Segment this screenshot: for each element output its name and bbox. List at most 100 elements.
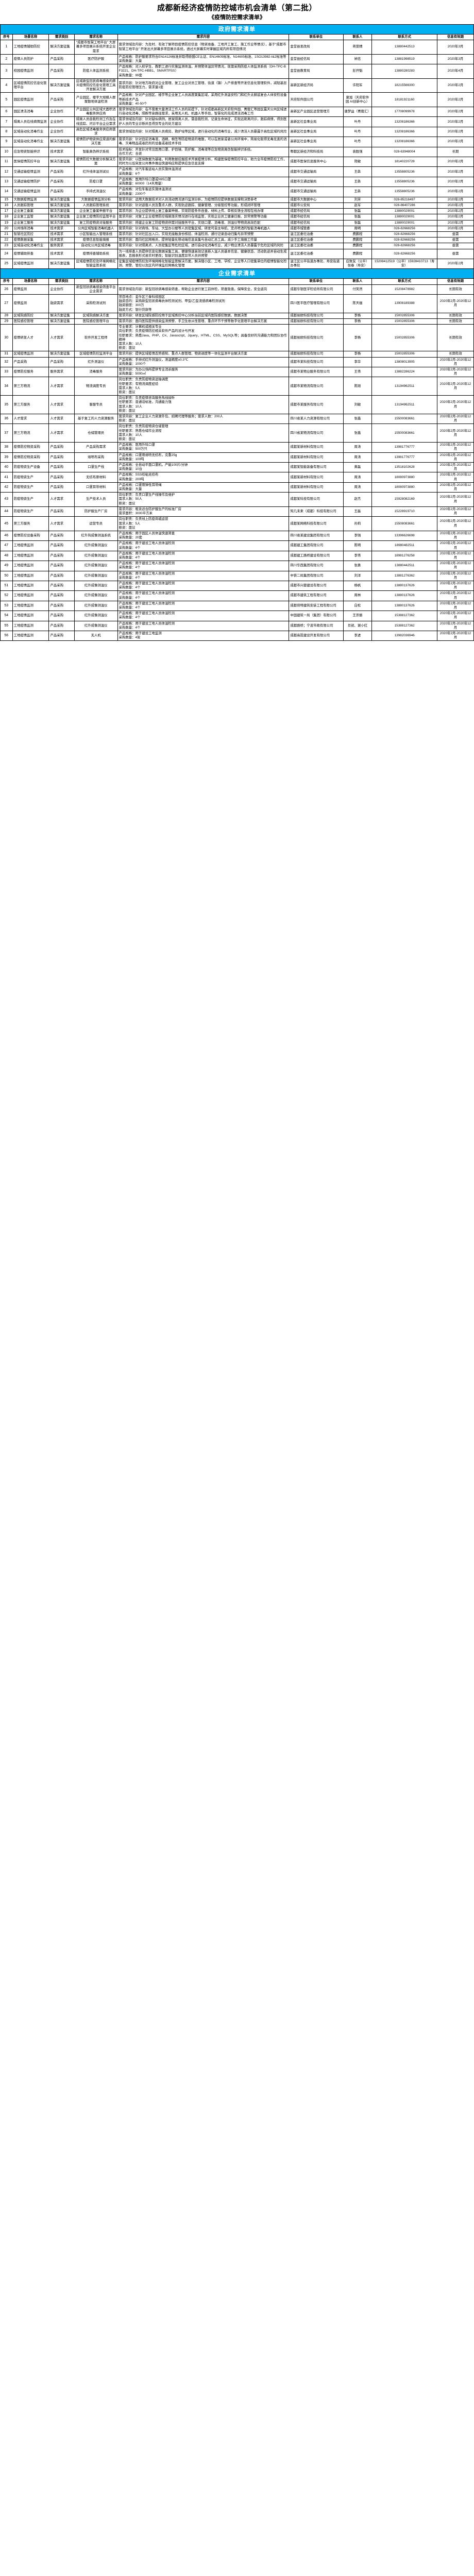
cell-phone[interactable]: 18140220728: [371, 157, 437, 167]
cell-name: 消毒服务: [74, 366, 118, 378]
cell-no: 14: [0, 187, 13, 197]
cell-valid: 2020年3月: [437, 40, 474, 55]
cell-phone[interactable]: 13981776777: [371, 442, 437, 453]
cell-phone[interactable]: 18080973880: [371, 482, 437, 493]
cell-valid: 长期有效: [437, 284, 474, 295]
table-row: 13 交通运输疫情防护 产品采购 防疫口罩 产品规格：医用外科口罩或N95口罩 采购数量…: [0, 176, 474, 188]
cell-scene: 企业复工服务: [12, 219, 49, 226]
cell-scene: 第三方服务: [12, 516, 49, 531]
cell-org: 成都高投建设开发有限公司: [289, 630, 344, 641]
cell-phone[interactable]: 028-82668256: [371, 231, 437, 238]
cell-phone[interactable]: 13880442513: [371, 40, 437, 55]
cell-phone[interactable]: 15208478982: [371, 284, 437, 295]
cell-phone[interactable]: 028-85216497: [371, 196, 437, 203]
cell-phone[interactable]: 13908189388: [371, 294, 437, 313]
cell-phone[interactable]: 15228919710: [371, 506, 437, 517]
cell-scene: 区域疫情监测: [12, 351, 49, 358]
cell-phone[interactable]: 13208186366: [371, 126, 437, 138]
cell-phone[interactable]: 028-82668256: [371, 248, 437, 259]
cell-category: 技术需求: [48, 237, 75, 244]
cell-phone[interactable]: 13981776777: [371, 452, 437, 463]
cell-scene: 工地疫情监测: [12, 550, 49, 562]
cell-phone[interactable]: 15002855306: [371, 312, 437, 319]
cell-phone[interactable]: 15388127362: [371, 611, 437, 621]
cell-phone[interactable]: 18981276258: [371, 550, 437, 562]
cell-valid: 2020年2月-2020年12月: [437, 423, 474, 443]
cell-valid: 2020年2月: [437, 157, 474, 167]
cell-person: 王犇: [343, 166, 373, 177]
cell-content: 产品规格：用于建设工地人员体温检测 采购数量：4个: [117, 580, 290, 591]
cell-phone[interactable]: 18980482511: [371, 540, 437, 551]
cell-valid: 2020年2月-2020年12月: [437, 570, 474, 581]
cell-phone[interactable]: 15002855306: [371, 351, 437, 358]
cell-phone[interactable]: 13194962511: [371, 377, 437, 396]
cell-phone[interactable]: 18080973880: [371, 472, 437, 483]
cell-content: 需求内容：针对地方政府对企业管理、复工企业对员工管理、街道（镇）入户排查等开发信…: [117, 78, 290, 93]
table-row: 53 工地疫情监测 产品采购 红外成像测温仪 产品规格：用于建设工地人员体温检测 采购数…: [0, 600, 474, 612]
cell-phone[interactable]: 15508083661: [371, 516, 437, 531]
cell-phone[interactable]: 13558805236: [371, 187, 437, 197]
cell-category: 人才需求: [48, 324, 75, 352]
cell-name: 人员跟踪管理系统: [74, 202, 118, 209]
cell-phone[interactable]: 028-86407286: [371, 202, 437, 209]
cell-name: 熔喷布采购: [74, 452, 118, 463]
cell-name: 无人机: [74, 630, 118, 641]
cell-no: 44: [0, 506, 13, 517]
cell-phone[interactable]: 13882286224: [371, 366, 437, 378]
cell-phone[interactable]: 13208186366: [371, 116, 437, 127]
table-row: 33 疫情防控服务 服务需求 消毒服务 需求内容：为办公场所提供专业消杀服务 采购数量：…: [0, 366, 474, 378]
table-row: 56 工地疫情监测 产品采购 无人机 产品规格：用于建设工地监测 采购数量：4架 成都高投…: [0, 630, 474, 641]
cell-phone[interactable]: 13518102628: [371, 462, 437, 473]
cell-phone[interactable]: 15388127362: [371, 620, 437, 631]
cell-phone[interactable]: 18181921160: [371, 92, 437, 108]
cell-scene: 区域自动化消毒作业: [12, 126, 49, 138]
cell-no: 55: [0, 620, 13, 631]
cell-phone[interactable]: 18215566300: [371, 78, 437, 93]
cell-phone[interactable]: 15500083661: [371, 414, 437, 425]
cell-phone[interactable]: 028-82668256: [371, 237, 437, 244]
cell-phone[interactable]: 13880029001: [371, 208, 437, 215]
cell-phone[interactable]: 028-63948004: [371, 146, 437, 158]
cell-phone[interactable]: 13194962511: [371, 395, 437, 415]
cell-valid: 长期有效: [437, 318, 474, 325]
column-header-valid: 信息有效期: [437, 278, 474, 285]
column-header-phone: 联系方式: [371, 33, 437, 41]
cell-phone[interactable]: 13880029001: [371, 214, 437, 221]
cell-phone[interactable]: 15500083661: [371, 423, 437, 443]
cell-phone[interactable]: 13880029001: [371, 219, 437, 226]
cell-phone[interactable]: 028-82668256: [371, 243, 437, 249]
cell-person: 杨帆: [343, 580, 373, 591]
cell-content: 产品规格：对包车客运实施体温测试 采购数量：2300个: [117, 187, 290, 197]
cell-category: 企业协作: [48, 284, 75, 295]
cell-phone[interactable]: 15002855306: [371, 318, 437, 325]
cell-phone[interactable]: 13880280283: [371, 64, 437, 79]
cell-phone[interactable]: 15208412519（公平）15928410713（寿安）: [371, 258, 437, 269]
cell-no: 39: [0, 452, 13, 463]
cell-phone[interactable]: 13208186366: [371, 137, 437, 147]
cell-scene: 园区疫情监测: [12, 92, 49, 108]
table-row: 9 区域自动化消毒作业 解决方案征集 疫情防护物资供应渠道的解决方案 需求内容：针对目前…: [0, 137, 474, 147]
cell-phone[interactable]: 028-82668256: [371, 225, 437, 232]
cell-phone[interactable]: 13880137626: [371, 600, 437, 612]
cell-org: 成都路桥；宁波市政有限公司: [289, 620, 344, 631]
cell-phone[interactable]: 13881998519: [371, 54, 437, 65]
column-header-org: 联系单位: [289, 33, 344, 41]
cell-phone[interactable]: 13880137626: [371, 590, 437, 601]
cell-phone[interactable]: 13558805236: [371, 166, 437, 177]
cell-category: 产品采购: [48, 506, 75, 517]
cell-phone[interactable]: 13982036946: [371, 630, 437, 641]
cell-phone[interactable]: 13396626698: [371, 530, 437, 541]
cell-no: 24: [0, 248, 13, 259]
cell-phone[interactable]: 13880137626: [371, 580, 437, 591]
cell-no: 13: [0, 176, 13, 188]
cell-valid: 亟需: [437, 243, 474, 249]
cell-name: 疫情防控大数据分析解决方案: [74, 157, 118, 167]
cell-phone[interactable]: 13880442511: [371, 561, 437, 571]
cell-phone[interactable]: 15002855306: [371, 324, 437, 352]
cell-phone[interactable]: 13881276362: [371, 570, 437, 581]
cell-phone[interactable]: 15928082169: [371, 492, 437, 507]
cell-phone[interactable]: 13808013905: [371, 357, 437, 368]
column-header-phone: 联系方式: [371, 278, 437, 285]
cell-phone[interactable]: 13558805236: [371, 176, 437, 188]
cell-phone[interactable]: 17708099978: [371, 107, 437, 117]
